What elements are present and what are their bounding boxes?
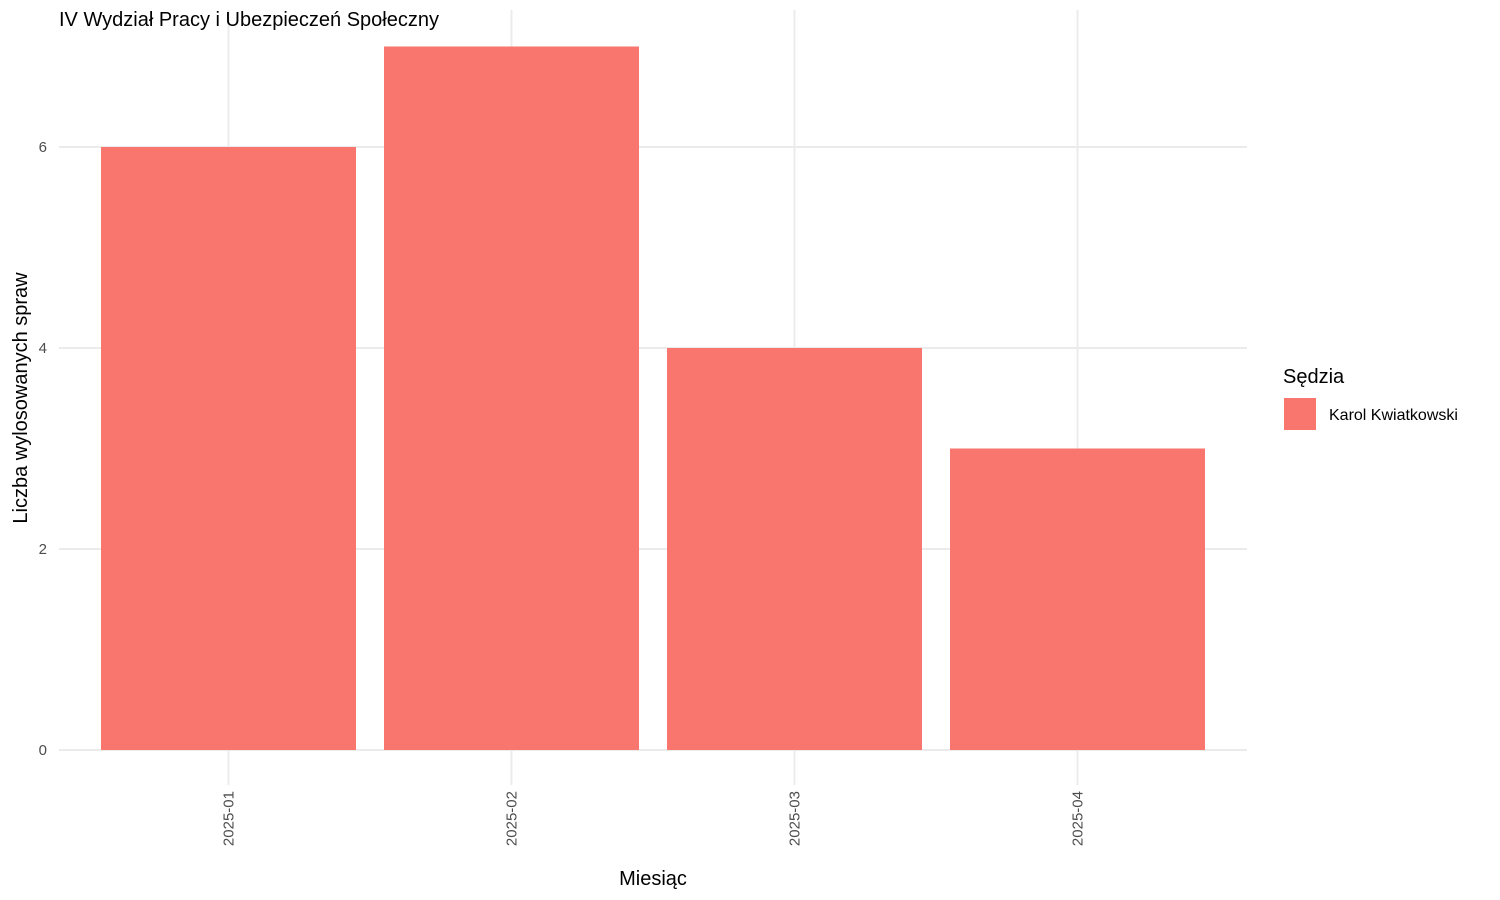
bar-2025-03 xyxy=(667,348,922,750)
bar-2025-02 xyxy=(384,46,639,750)
x-tick-label: 2025-03 xyxy=(787,791,804,846)
legend: Sędzia Karol Kwiatkowski xyxy=(1283,366,1458,430)
y-tick-label: 6 xyxy=(39,139,47,156)
y-axis-title: Liczba wylosowanych spraw xyxy=(10,272,32,524)
x-tick-label: 2025-04 xyxy=(1070,791,1087,846)
legend-title: Sędzia xyxy=(1283,366,1345,388)
bars xyxy=(101,46,1205,750)
y-tick-label: 0 xyxy=(39,742,47,759)
x-axis-title: Miesiąc xyxy=(619,868,687,890)
legend-swatch xyxy=(1284,398,1316,430)
x-tick-label: 2025-01 xyxy=(221,791,238,846)
y-tick-label: 4 xyxy=(39,340,47,357)
legend-label: Karol Kwiatkowski xyxy=(1329,407,1458,424)
y-axis-ticks: 0 2 4 6 xyxy=(39,139,47,759)
chart-title: IV Wydział Pracy i Ubezpieczeń Społeczny xyxy=(59,9,439,31)
x-axis-ticks: 2025-01 2025-02 2025-03 2025-04 xyxy=(221,791,1087,846)
bar-2025-01 xyxy=(101,147,356,750)
x-tick-label: 2025-02 xyxy=(504,791,521,846)
bar-2025-04 xyxy=(950,448,1205,750)
y-tick-label: 2 xyxy=(39,541,47,558)
